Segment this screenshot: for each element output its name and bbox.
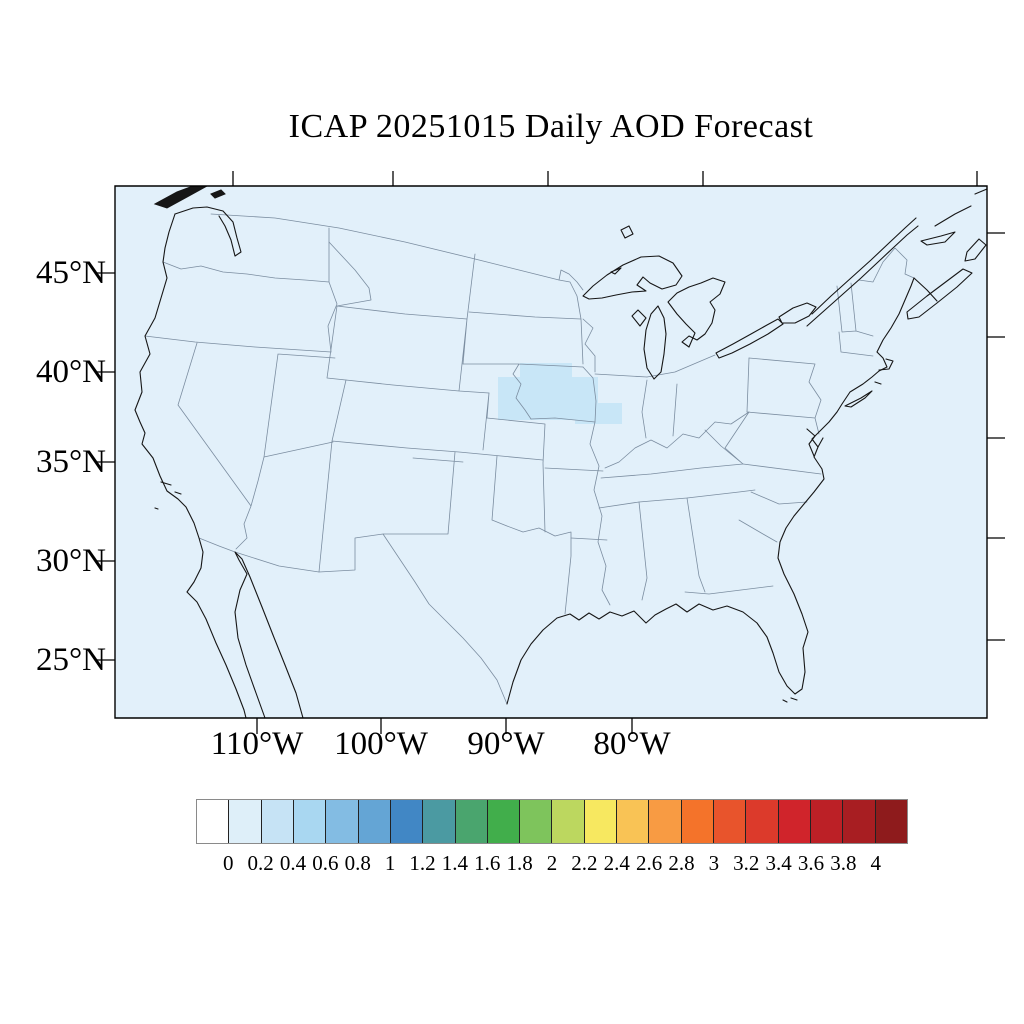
page-title: ICAP 20251015 Daily AOD Forecast xyxy=(288,108,814,145)
lon-label-110w: 110°W xyxy=(210,726,304,762)
colorbar-cell xyxy=(422,800,455,843)
colorbar-cell xyxy=(357,800,390,843)
aod-patch xyxy=(498,363,622,424)
aod-colorbar xyxy=(196,799,908,844)
map-background xyxy=(115,186,987,718)
colorbar-tick: 3.4 xyxy=(765,851,792,875)
colorbar-tick: 1 xyxy=(384,851,396,875)
colorbar-tick: 3.6 xyxy=(797,851,825,875)
colorbar-cell xyxy=(648,800,681,843)
colorbar-tick: 0.8 xyxy=(344,851,371,875)
coastlines xyxy=(135,186,987,718)
axis-ticks xyxy=(97,171,1005,734)
colorbar-cell xyxy=(389,800,423,843)
colorbar-tick: 3 xyxy=(708,851,720,875)
colorbar-tick: 0.6 xyxy=(312,851,339,875)
colorbar-tick: 2.6 xyxy=(635,851,663,875)
colorbar-cell xyxy=(583,800,617,843)
lon-label-90w: 90°W xyxy=(467,726,545,762)
colorbar-tick-labels: 0 0.2 0.4 0.6 0.8 1 1.2 1.4 1.6 1.8 2 2.… xyxy=(212,851,892,875)
colorbar-cell xyxy=(292,800,326,843)
colorbar-cell xyxy=(680,800,713,843)
us-aod-map xyxy=(95,160,1015,760)
colorbar-tick: 2 xyxy=(546,851,558,875)
colorbar-tick: 0.2 xyxy=(247,851,274,875)
colorbar-cell xyxy=(745,800,778,843)
lon-label-100w: 100°W xyxy=(334,726,428,762)
colorbar-cell xyxy=(842,800,875,843)
colorbar-tick: 3.2 xyxy=(733,851,760,875)
lat-label-25n: 25°N xyxy=(35,642,106,678)
colorbar-tick: 2.8 xyxy=(668,851,695,875)
colorbar-tick: 3.8 xyxy=(830,851,857,875)
colorbar-cell xyxy=(713,800,746,843)
colorbar-cell xyxy=(777,800,810,843)
map-frame xyxy=(115,186,987,718)
colorbar-cell xyxy=(486,800,520,843)
colorbar-cell xyxy=(551,800,584,843)
colorbar-tick: 1.2 xyxy=(409,851,436,875)
colorbar-tick: 0.4 xyxy=(279,851,307,875)
colorbar-cell xyxy=(874,800,907,843)
colorbar-cell xyxy=(616,800,649,843)
colorbar-cell xyxy=(519,800,552,843)
lat-label-40n: 40°N xyxy=(35,354,106,390)
colorbar-tick: 1.6 xyxy=(474,851,501,875)
colorbar-tick: 2.2 xyxy=(571,851,598,875)
lat-label-35n: 35°N xyxy=(35,444,106,480)
colorbar-tick: 0 xyxy=(222,851,234,875)
state-boundaries xyxy=(145,214,914,704)
colorbar-cell xyxy=(197,800,229,843)
lat-label-45n: 45°N xyxy=(35,255,106,291)
lat-label-30n: 30°N xyxy=(35,543,106,579)
colorbar-cell xyxy=(809,800,843,843)
colorbar-tick: 1.8 xyxy=(506,851,533,875)
lon-label-80w: 80°W xyxy=(593,726,671,762)
colorbar-tick: 1.4 xyxy=(441,851,468,875)
colorbar-cell xyxy=(260,800,293,843)
colorbar-tick: 2.4 xyxy=(603,851,630,875)
colorbar-tick: 4 xyxy=(870,851,881,875)
colorbar-cell xyxy=(228,800,261,843)
colorbar-cell xyxy=(325,800,358,843)
colorbar-cell xyxy=(454,800,487,843)
